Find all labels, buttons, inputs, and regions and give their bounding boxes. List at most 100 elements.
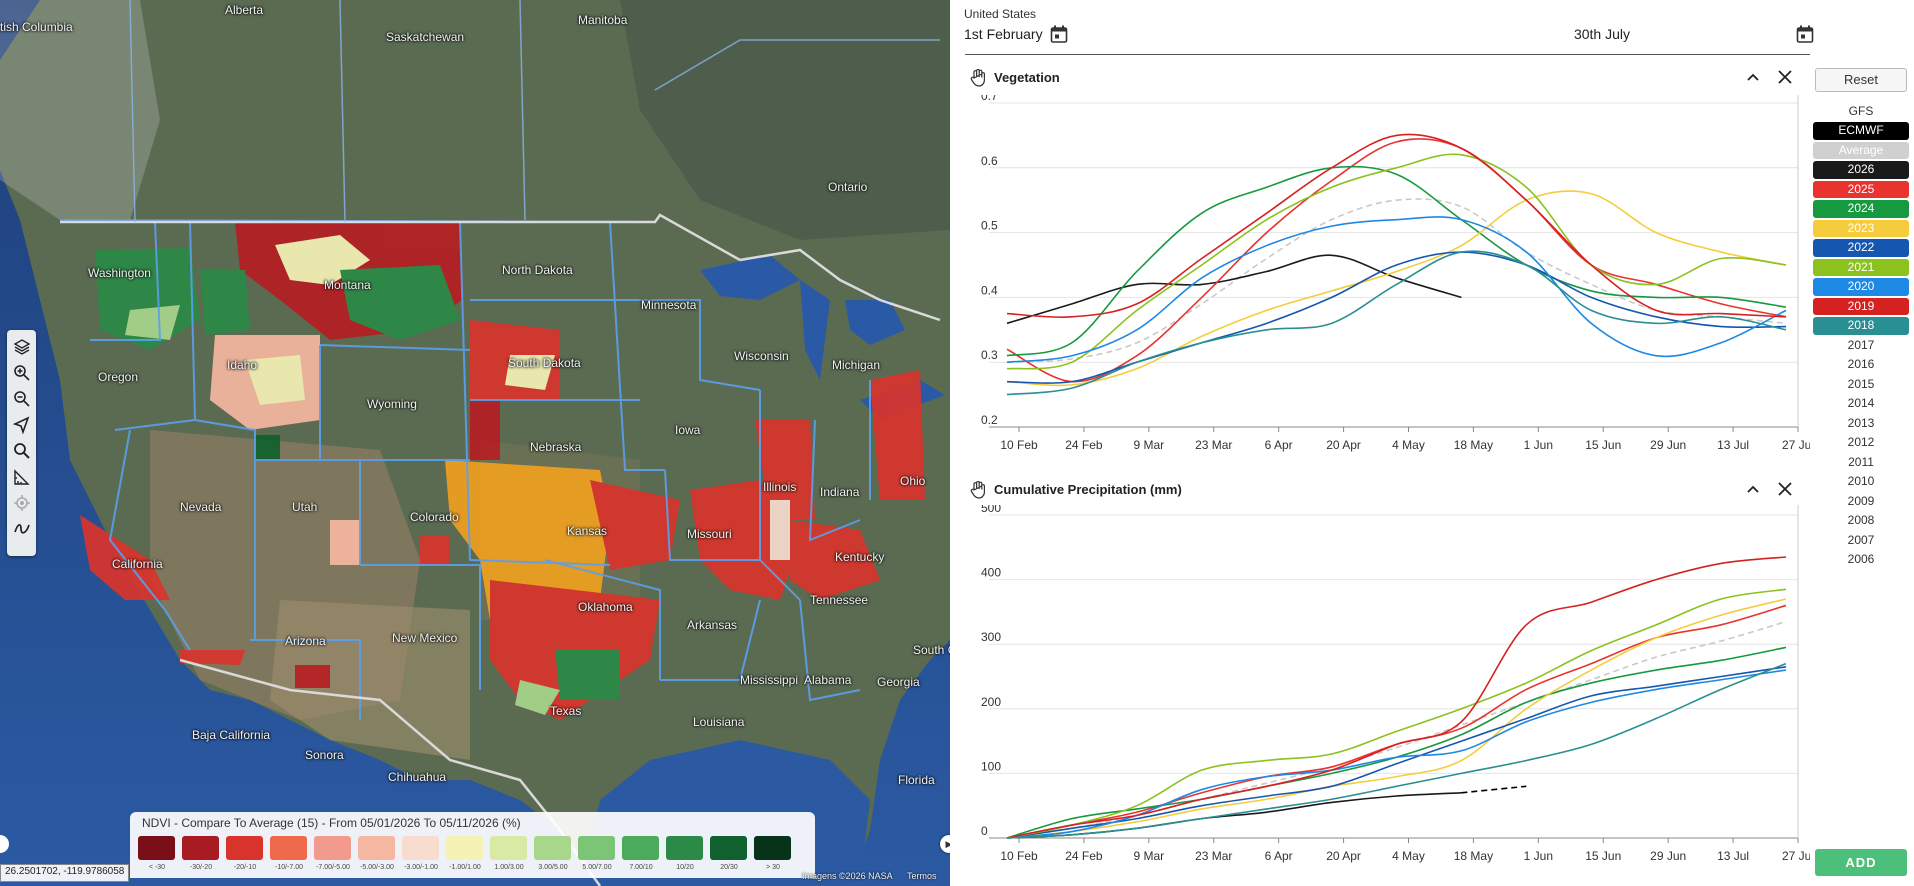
series-line-2022[interactable]	[1006, 666, 1787, 839]
legend-title: NDVI - Compare To Average (15) - From 05…	[142, 816, 521, 830]
chart-title: Cumulative Precipitation (mm)	[994, 482, 1182, 497]
series-line-2021[interactable]	[1006, 153, 1787, 370]
legend-item-2021[interactable]: 2021	[1813, 258, 1909, 277]
legend-item-2013[interactable]: 2013	[1847, 415, 1875, 430]
legend-item-ecmwf[interactable]: ECMWF	[1813, 122, 1909, 140]
date-range-slider[interactable]	[965, 54, 1810, 55]
legend-swatch	[534, 836, 571, 860]
x-tick-label: 10 Feb	[1000, 438, 1038, 452]
legend-item-2022[interactable]: 2022	[1813, 239, 1909, 257]
end-date[interactable]: 30th July	[1573, 26, 1630, 42]
add-button[interactable]: ADD	[1815, 849, 1907, 876]
series-line-2023[interactable]	[1006, 598, 1787, 839]
map-label: Washington	[88, 266, 151, 280]
legend-item-2016[interactable]: 2016	[1847, 357, 1875, 372]
legend-item-2020[interactable]: 2020	[1813, 278, 1909, 296]
zoom-out-icon[interactable]	[10, 386, 34, 412]
legend-bin-label: 10/20	[676, 864, 694, 871]
series-line-2024[interactable]	[1006, 646, 1787, 839]
map-basemap	[0, 0, 950, 886]
legend-item-2006[interactable]: 2006	[1847, 552, 1875, 567]
series-line-2025[interactable]	[1006, 138, 1787, 383]
collapse-chevron-up-icon[interactable]	[1743, 67, 1763, 87]
pan-hand-icon[interactable]	[970, 69, 986, 87]
draw-icon[interactable]	[10, 516, 34, 542]
series-line-2026[interactable]	[1006, 254, 1462, 325]
x-tick-label: 29 Jun	[1650, 849, 1686, 863]
legend-item-2026[interactable]: 2026	[1813, 161, 1909, 179]
legend-bin-label: 5.00/7.00	[582, 864, 612, 871]
series-line-2024[interactable]	[1006, 165, 1787, 357]
region-name: United States	[964, 7, 1037, 21]
legend-item-2018[interactable]: 2018	[1813, 317, 1909, 335]
y-tick-label: 500	[981, 505, 1001, 515]
x-tick-label: 27 Jul	[1782, 849, 1810, 863]
reset-button[interactable]: Reset	[1815, 68, 1907, 92]
coordinate-readout: 26.2501702, -119.9786058	[0, 864, 130, 882]
precipitation-chart[interactable]: 0 100 200 300 400 500 10 Feb 24 Feb 9 Mar 23 Mar 6…	[950, 505, 1810, 880]
legend-item-2011[interactable]: 2011	[1848, 454, 1874, 469]
x-tick-label: 24 Feb	[1065, 438, 1103, 452]
map-label: Oklahoma	[578, 600, 633, 614]
legend-item-2025[interactable]: 2025	[1813, 180, 1909, 199]
series-line-2025[interactable]	[1006, 604, 1787, 839]
map-label: Louisiana	[693, 715, 745, 729]
zoom-in-icon[interactable]	[10, 360, 34, 386]
series-line-2019[interactable]	[1006, 133, 1787, 318]
legend-item-2007[interactable]: 2007	[1847, 532, 1875, 547]
close-chart-icon[interactable]	[1775, 67, 1795, 87]
series-line-average[interactable]	[1006, 198, 1787, 363]
map-label: Minnesota	[641, 298, 697, 312]
calendar-start-icon[interactable]	[1050, 25, 1068, 44]
series-line-2019[interactable]	[1006, 556, 1787, 839]
legend-item-2009[interactable]: 2009	[1847, 493, 1875, 508]
legend-item-2012[interactable]: 2012	[1847, 435, 1875, 450]
legend-bin-label: 1.00/3.00	[494, 864, 524, 871]
x-tick-label: 20 Apr	[1326, 438, 1361, 452]
legend-swatch	[402, 836, 439, 860]
left-edge-handle[interactable]	[0, 835, 9, 853]
precipitation-chart-header: Cumulative Precipitation (mm)	[960, 477, 1812, 503]
map-label: Baja California	[192, 728, 271, 742]
y-tick-label: 0.3	[981, 348, 998, 362]
legend-item-2024[interactable]: 2024	[1813, 200, 1909, 218]
navigate-icon[interactable]	[10, 412, 34, 438]
series-line-average[interactable]	[1006, 620, 1787, 839]
legend-item-2017[interactable]: 2017	[1847, 337, 1875, 352]
legend-item-gfs[interactable]: GFS	[1848, 104, 1874, 118]
calendar-end-icon[interactable]	[1796, 25, 1814, 44]
collapse-chevron-up-icon[interactable]	[1743, 479, 1763, 499]
map-label: South C	[913, 643, 950, 657]
locate-icon[interactable]	[10, 490, 34, 516]
legend-item-average[interactable]: Average	[1813, 141, 1909, 160]
legend-item-2010[interactable]: 2010	[1847, 474, 1875, 489]
legend-item-2008[interactable]: 2008	[1847, 513, 1875, 528]
y-tick-label: 100	[981, 759, 1001, 773]
start-date[interactable]: 1st February	[964, 26, 1043, 42]
series-line-2020[interactable]	[1006, 216, 1787, 363]
series-line-2021[interactable]	[1006, 588, 1787, 839]
legend-item-2014[interactable]: 2014	[1847, 396, 1875, 411]
legend-item-2019[interactable]: 2019	[1813, 297, 1909, 316]
legend-bin-label: -20/-10	[233, 864, 257, 871]
measure-icon[interactable]	[10, 464, 34, 490]
series-line-2023[interactable]	[1006, 190, 1787, 387]
legend-item-2015[interactable]: 2015	[1847, 376, 1875, 391]
layers-icon[interactable]	[10, 334, 34, 360]
series-line-ecmwf[interactable]	[1461, 785, 1527, 794]
terms-link[interactable]: Termos	[907, 871, 937, 881]
y-tick-label: 0.4	[981, 283, 998, 297]
vegetation-chart[interactable]: 0.2 0.3 0.4 0.5 0.6 0.7 10 Feb 24 Feb 9 Mar 23 Ma…	[950, 95, 1810, 465]
series-line-2018[interactable]	[1006, 250, 1787, 396]
legend-bin-label: -7.00/-5.00	[316, 864, 350, 871]
series-line-2020[interactable]	[1006, 669, 1787, 839]
close-chart-icon[interactable]	[1775, 479, 1795, 499]
x-tick-label: 23 Mar	[1195, 438, 1232, 452]
pan-hand-icon[interactable]	[970, 481, 986, 499]
map-view[interactable]: Alberta Manitoba tish Columbia Saskatchewan…	[0, 0, 950, 886]
search-icon[interactable]	[10, 438, 34, 464]
series-line-2018[interactable]	[1006, 662, 1787, 839]
legend-swatch	[270, 836, 307, 860]
legend-item-2023[interactable]: 2023	[1813, 219, 1909, 238]
map-label: Sonora	[305, 748, 344, 762]
